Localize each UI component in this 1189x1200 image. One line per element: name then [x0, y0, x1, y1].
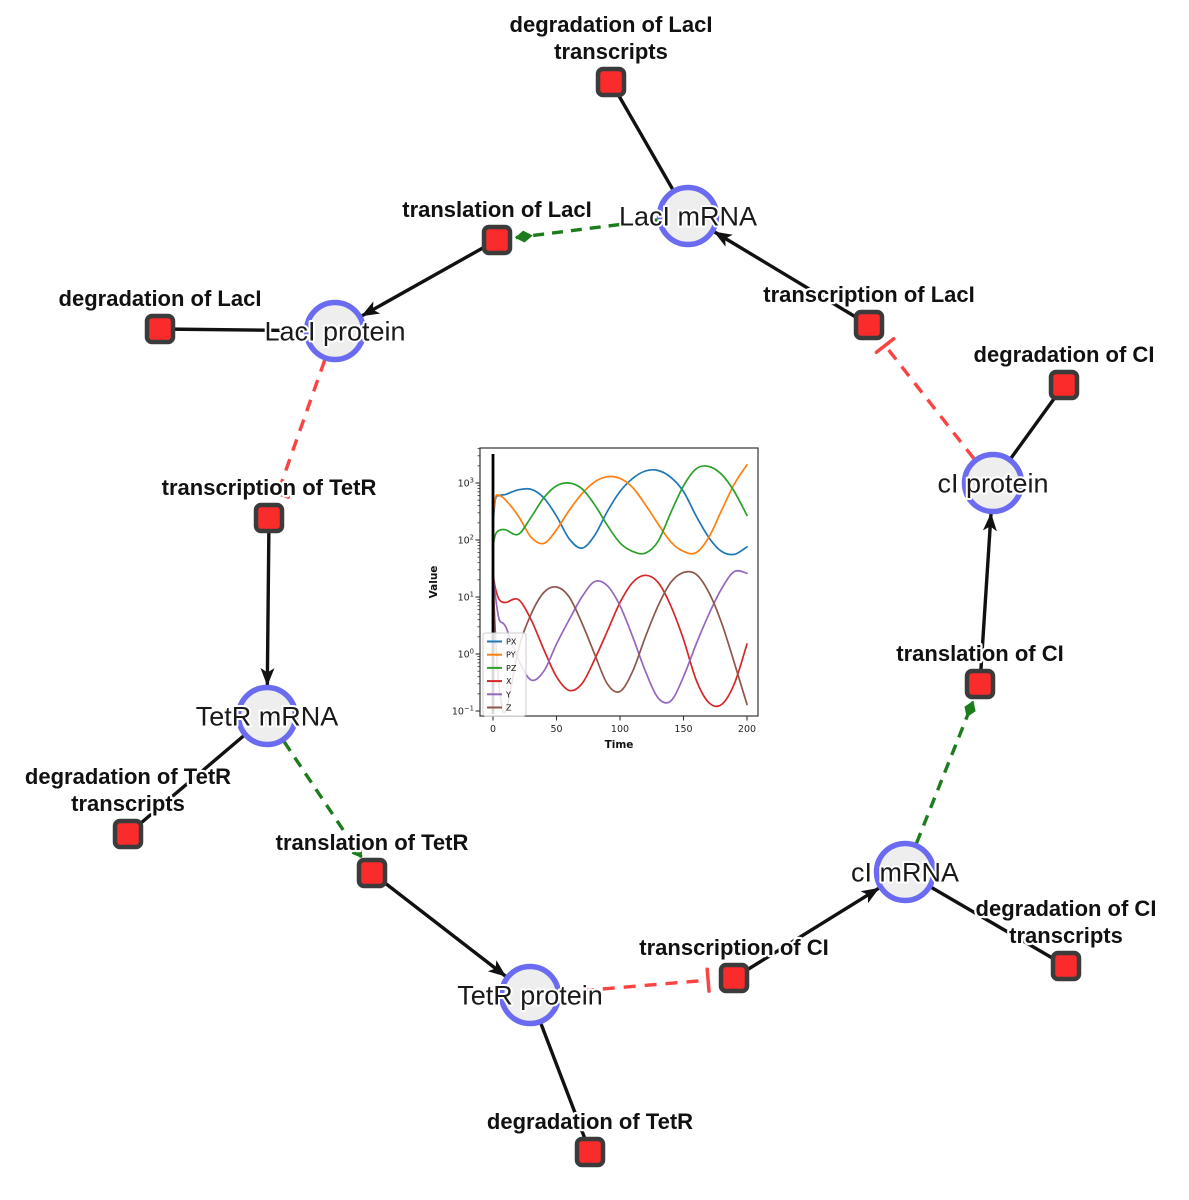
- reaction-node-translation-laci: [481, 224, 513, 256]
- x-axis-tick-label: 50: [550, 724, 562, 735]
- reaction-label-translation-laci: translation of LacI: [402, 197, 591, 222]
- y-axis-tick-label: 103: [458, 477, 474, 490]
- y-axis-tick-label: 102: [458, 534, 474, 547]
- species-label-laci-protein: LacI protein: [264, 317, 405, 347]
- edge-inhibition-ci-protein-to-transcription-laci: [874, 336, 976, 460]
- reaction-label-degradation-tetr-transcripts: degradation of TetR transcripts: [25, 764, 231, 816]
- reaction-label-translation-tetr: translation of TetR: [276, 830, 469, 855]
- series-line-PX: [492, 468, 748, 556]
- series-line-Y: [492, 569, 748, 704]
- reaction-label-degradation-ci-transcripts: degradation of CI transcripts: [976, 896, 1157, 948]
- species-node-tetr-mrna: [235, 684, 299, 748]
- edge-inhibition-laci-protein-to-transcription-tetr: [265, 359, 327, 499]
- plot-frame: [479, 447, 759, 717]
- edge-product-translation-laci-to-laci-protein: [361, 238, 498, 318]
- reaction-label-degradation-laci: degradation of LacI: [59, 286, 262, 311]
- edge-modifier-ci-mrna-to-translation-ci: [914, 700, 976, 844]
- reaction-node-degradation-tetr-transcripts: [112, 818, 144, 850]
- reaction-label-transcription-ci: transcription of CI: [639, 935, 828, 960]
- legend-label-X: X: [506, 677, 512, 686]
- y-axis-tick-label: 10−1: [452, 705, 474, 718]
- reaction-node-degradation-laci: [144, 313, 176, 345]
- species-label-tetr-mrna: TetR mRNA: [196, 702, 339, 732]
- series-line-Z: [492, 570, 748, 714]
- timecourse-inset: 10−1 100 101 102 103 0 50 100 150 200 Time Value PX P…: [425, 438, 770, 763]
- species-label-laci-mrna: LacI mRNA: [619, 202, 757, 232]
- edge-product-translation-ci-to-ci-protein: [978, 512, 997, 685]
- series-layer: [491, 454, 748, 714]
- x-axis-tick-label: 200: [738, 724, 756, 735]
- reaction-node-translation-ci: [964, 668, 996, 700]
- species-label-ci-protein: cI protein: [937, 469, 1048, 499]
- y-axis-tick-label: 100: [458, 648, 474, 661]
- species-node-tetr-protein: [498, 963, 562, 1027]
- y-axis-label: Value: [428, 566, 440, 599]
- edge-product-transcription-tetr-to-tetr-mrna: [260, 517, 275, 686]
- legend-label-PY: PY: [506, 651, 516, 660]
- x-axis-tick-label: 150: [674, 724, 692, 735]
- legend-label-Y: Y: [505, 690, 511, 699]
- edge-modifier-tetr-mrna-to-translation-tetr: [282, 740, 363, 859]
- x-axis-tick-label: 0: [490, 724, 496, 735]
- reaction-node-transcription-tetr: [253, 502, 285, 534]
- species-node-laci-protein: [303, 299, 367, 363]
- species-node-ci-protein: [961, 451, 1025, 515]
- reaction-node-degradation-ci: [1048, 369, 1080, 401]
- edge-product-transcription-ci-to-ci-mrna: [733, 886, 880, 980]
- species-label-ci-mrna: cI mRNA: [851, 858, 959, 888]
- reaction-node-degradation-tetr: [574, 1136, 606, 1168]
- reaction-label-degradation-tetr: degradation of TetR: [487, 1109, 693, 1134]
- edge-product-translation-tetr-to-tetr-protein: [370, 871, 507, 978]
- reaction-label-transcription-tetr: transcription of TetR: [162, 475, 377, 500]
- nodes-layer: [112, 66, 1082, 1168]
- labels-layer: degradation of LacI transcripts translatio…: [23, 10, 1159, 1137]
- reaction-node-transcription-ci: [718, 962, 750, 994]
- reaction-node-degradation-laci-transcripts: [595, 66, 627, 98]
- reaction-label-transcription-laci: transcription of LacI: [763, 282, 974, 307]
- species-node-laci-mrna: [656, 184, 720, 248]
- x-axis-label: Time: [605, 739, 634, 751]
- legend-label-PZ: PZ: [506, 664, 517, 673]
- reaction-label-degradation-ci: degradation of CI: [974, 342, 1155, 367]
- y-axis-tick-label: 101: [458, 591, 474, 604]
- reaction-node-transcription-laci: [853, 309, 885, 341]
- species-label-tetr-protein: TetR protein: [457, 981, 603, 1011]
- axes: 10−1 100 101 102 103 0 50 100 150 200 Time Value: [428, 448, 756, 751]
- reaction-label-translation-ci: translation of CI: [896, 641, 1063, 666]
- species-node-ci-mrna: [873, 840, 937, 904]
- edge-product-transcription-laci-to-laci-mrna: [713, 230, 870, 327]
- series-line-X: [492, 573, 748, 708]
- edge-inhibition-tetr-protein-to-transcription-ci: [560, 967, 711, 995]
- legend-label-Z: Z: [506, 704, 512, 713]
- legend: PX PY PZ XYZ: [482, 632, 527, 717]
- series-line-PZ: [492, 465, 748, 555]
- legend-label-PX: PX: [506, 638, 517, 647]
- reaction-label-degradation-laci-transcripts: degradation of LacI transcripts: [510, 12, 713, 64]
- legend-box: [482, 632, 527, 717]
- reaction-node-translation-tetr: [356, 857, 388, 889]
- series-line-PY: [492, 463, 748, 555]
- x-axis-tick-label: 100: [611, 724, 629, 735]
- edge-modifier-laci-mrna-to-translation-laci: [514, 218, 658, 243]
- reaction-node-degradation-ci-transcripts: [1050, 950, 1082, 982]
